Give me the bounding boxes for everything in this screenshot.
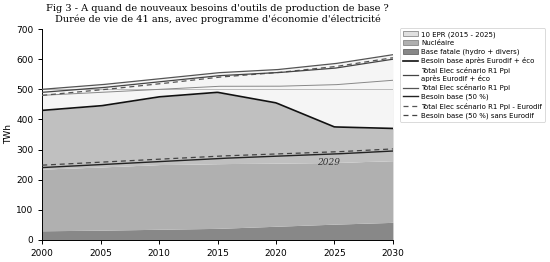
Total Elec scénario R1 Ppi — [357, 58, 364, 61]
Total Elec scénario R1 Ppi — [40, 88, 47, 91]
Besoin base (50 %) sans Eurodif — [248, 153, 254, 156]
Besoin base après Eurodif + éco — [255, 98, 261, 101]
Title: Fig 3 - A quand de nouveaux besoins d'outils de production de base ?
Durée de vi: Fig 3 - A quand de nouveaux besoins d'ou… — [46, 4, 389, 24]
Line: Total Elec scénario R1 Ppi - Eurodif: Total Elec scénario R1 Ppi - Eurodif — [42, 58, 393, 95]
Line: Besoin base (50 %): Besoin base (50 %) — [42, 151, 393, 168]
Total Elec scénario R1 Ppi - Eurodif — [254, 73, 260, 76]
Total Elec scénario R1 Ppi — [39, 88, 46, 91]
Besoin base après Eurodif + éco — [40, 109, 47, 112]
Total Elec scénario R1 Ppi - Eurodif — [389, 56, 396, 59]
Besoin base après Eurodif + éco — [358, 126, 365, 129]
Besoin base (50 %) sans Eurodif — [39, 163, 46, 167]
Line: Besoin base (50 %) sans Eurodif: Besoin base (50 %) sans Eurodif — [42, 149, 393, 165]
Total Elec scénario R1 Ppi - Eurodif — [248, 73, 254, 76]
Total Elec scénario R1 Ppi - Eurodif — [334, 65, 341, 68]
Total Elec scénario R1 Ppi — [248, 69, 254, 73]
Total Elec scénario R1 Ppi
après Eurodif + éco — [357, 63, 364, 66]
Besoin base après Eurodif + éco — [214, 91, 221, 94]
Besoin base après Eurodif + éco — [248, 97, 254, 100]
Total Elec scénario R1 Ppi — [334, 62, 341, 65]
Total Elec scénario R1 Ppi
après Eurodif + éco — [334, 66, 341, 69]
Besoin base (50 %) — [248, 156, 254, 159]
Besoin base après Eurodif + éco — [249, 97, 255, 100]
Besoin base (50 %) — [40, 166, 47, 169]
Besoin base (50 %) sans Eurodif — [357, 149, 364, 152]
Besoin base après Eurodif + éco — [336, 125, 342, 129]
Besoin base (50 %) — [334, 152, 341, 155]
Besoin base (50 %) sans Eurodif — [254, 153, 260, 156]
Total Elec scénario R1 Ppi — [254, 69, 260, 72]
Total Elec scénario R1 Ppi — [389, 53, 396, 56]
Total Elec scénario R1 Ppi
après Eurodif + éco — [40, 91, 47, 94]
Besoin base (50 %) — [389, 149, 396, 152]
Total Elec scénario R1 Ppi
après Eurodif + éco — [248, 73, 254, 76]
Total Elec scénario R1 Ppi
après Eurodif + éco — [246, 73, 253, 76]
Line: Total Elec scénario R1 Ppi
après Eurodif + éco: Total Elec scénario R1 Ppi après Eurodif… — [42, 59, 393, 92]
Besoin base (50 %) sans Eurodif — [40, 163, 47, 167]
Total Elec scénario R1 Ppi
après Eurodif + éco — [39, 91, 46, 94]
Besoin base (50 %) sans Eurodif — [246, 153, 253, 156]
Legend: 10 EPR (2015 - 2025), Nucléaire, Base fatale (hydro + divers), Besoin base après: 10 EPR (2015 - 2025), Nucléaire, Base fa… — [400, 28, 545, 122]
Besoin base (50 %) sans Eurodif — [389, 147, 396, 150]
Total Elec scénario R1 Ppi
après Eurodif + éco — [389, 58, 396, 61]
Besoin base (50 %) sans Eurodif — [334, 150, 341, 153]
Besoin base après Eurodif + éco — [39, 109, 46, 112]
Besoin base (50 %) — [254, 155, 260, 159]
Besoin base (50 %) — [357, 151, 364, 154]
Total Elec scénario R1 Ppi — [246, 69, 253, 73]
Line: Total Elec scénario R1 Ppi: Total Elec scénario R1 Ppi — [42, 55, 393, 89]
Besoin base après Eurodif + éco — [389, 127, 396, 130]
Total Elec scénario R1 Ppi - Eurodif — [40, 94, 47, 97]
Text: 2029: 2029 — [317, 158, 340, 167]
Besoin base (50 %) — [246, 156, 253, 159]
Besoin base (50 %) — [39, 166, 46, 169]
Line: Besoin base après Eurodif + éco: Besoin base après Eurodif + éco — [42, 92, 393, 128]
Total Elec scénario R1 Ppi - Eurodif — [246, 73, 253, 76]
Total Elec scénario R1 Ppi - Eurodif — [39, 94, 46, 97]
Total Elec scénario R1 Ppi - Eurodif — [357, 61, 364, 64]
Y-axis label: TWh: TWh — [4, 124, 13, 144]
Total Elec scénario R1 Ppi
après Eurodif + éco — [254, 72, 260, 75]
